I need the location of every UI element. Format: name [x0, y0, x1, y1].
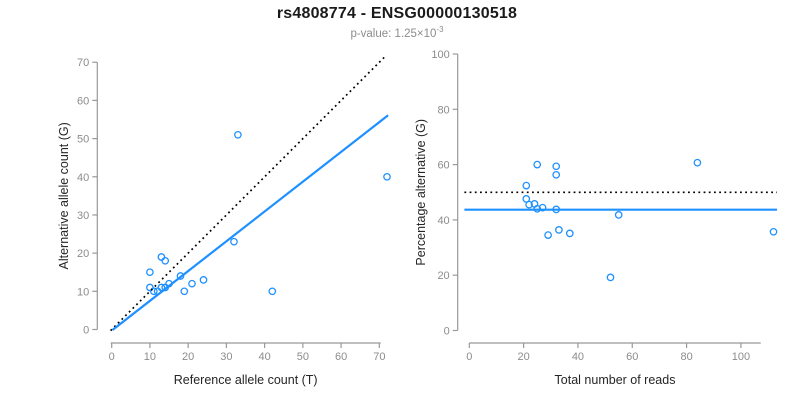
data-point: [199, 276, 208, 284]
data-point: [693, 158, 702, 167]
data-point: [544, 231, 552, 239]
data-point: [525, 200, 533, 209]
y-tick-label: 20: [437, 270, 449, 282]
x-tick-label: 0: [109, 351, 115, 363]
data-point: [146, 283, 154, 292]
allele-counts-plot: 0 10 20 30 40 50 60 70 0 10 20 30 40 50 60 70 Reference …: [57, 56, 391, 387]
x-axis-label: Reference allele count (T): [174, 373, 318, 387]
x-tick-label: 40: [572, 351, 584, 363]
y-tick-label: 0: [83, 325, 89, 337]
regression-line: [111, 114, 389, 331]
data-point: [552, 170, 561, 179]
y-tick-label: 80: [437, 104, 449, 116]
data-point: [555, 226, 563, 234]
y-tick-label: 0: [444, 326, 450, 338]
y-tick-label: 30: [77, 210, 89, 222]
data-point: [268, 287, 277, 296]
y-axis-label: Alternative allele count (G): [57, 122, 71, 269]
y-tick-label: 40: [77, 172, 89, 184]
data-point: [538, 203, 547, 212]
y-tick-label: 70: [77, 57, 89, 69]
subtitle-base: p-value: 1.25×10: [350, 27, 437, 40]
data-point: [522, 181, 531, 190]
x-tick-label: 10: [144, 351, 156, 363]
data-point: [180, 287, 189, 296]
x-tick-label: 0: [466, 351, 472, 363]
x-tick-label: 100: [732, 351, 750, 363]
x-tick-label: 20: [182, 351, 194, 363]
y-axis-label: Percentage alternative (G): [414, 119, 428, 266]
data-point: [176, 272, 185, 280]
y-tick-label: 60: [77, 95, 89, 107]
data-point: [230, 237, 238, 246]
data-point: [769, 227, 778, 236]
chart-subtitle: p-value: 1.25×10-3: [0, 25, 794, 40]
y-tick-label: 10: [77, 286, 89, 298]
data-point: [146, 268, 154, 277]
data-point: [614, 211, 623, 219]
data-point: [188, 279, 196, 288]
chart-title: rs4808774 - ENSG00000130518: [276, 5, 518, 22]
data-point: [383, 172, 391, 181]
x-tick-label: 60: [626, 351, 638, 363]
y-tick-label: 100: [431, 49, 449, 61]
data-point: [565, 229, 574, 238]
x-tick-label: 60: [335, 351, 347, 363]
data-point: [161, 256, 170, 265]
y-tick-label: 50: [77, 134, 89, 146]
subtitle-exponent: -3: [436, 25, 444, 34]
x-tick-label: 30: [220, 351, 232, 363]
x-tick-label: 20: [517, 351, 529, 363]
x-tick-label: 80: [680, 351, 692, 363]
y-tick-label: 40: [437, 215, 449, 227]
x-tick-label: 40: [259, 351, 271, 363]
y-tick-label: 20: [77, 248, 89, 260]
data-point: [157, 253, 166, 261]
percentage-alternative-plot: 0 20 40 60 80 100 0 20 40 60 80 100 Total number of …: [414, 49, 778, 387]
y-tick-label: 60: [437, 160, 449, 172]
data-point: [552, 162, 561, 171]
data-point: [234, 130, 242, 139]
data-point: [533, 160, 542, 169]
identity-line: [109, 56, 386, 332]
data-point: [149, 287, 158, 296]
x-tick-label: 70: [373, 351, 385, 363]
x-axis-label: Total number of reads: [555, 373, 676, 387]
x-tick-label: 50: [297, 351, 309, 363]
data-point: [606, 273, 615, 282]
